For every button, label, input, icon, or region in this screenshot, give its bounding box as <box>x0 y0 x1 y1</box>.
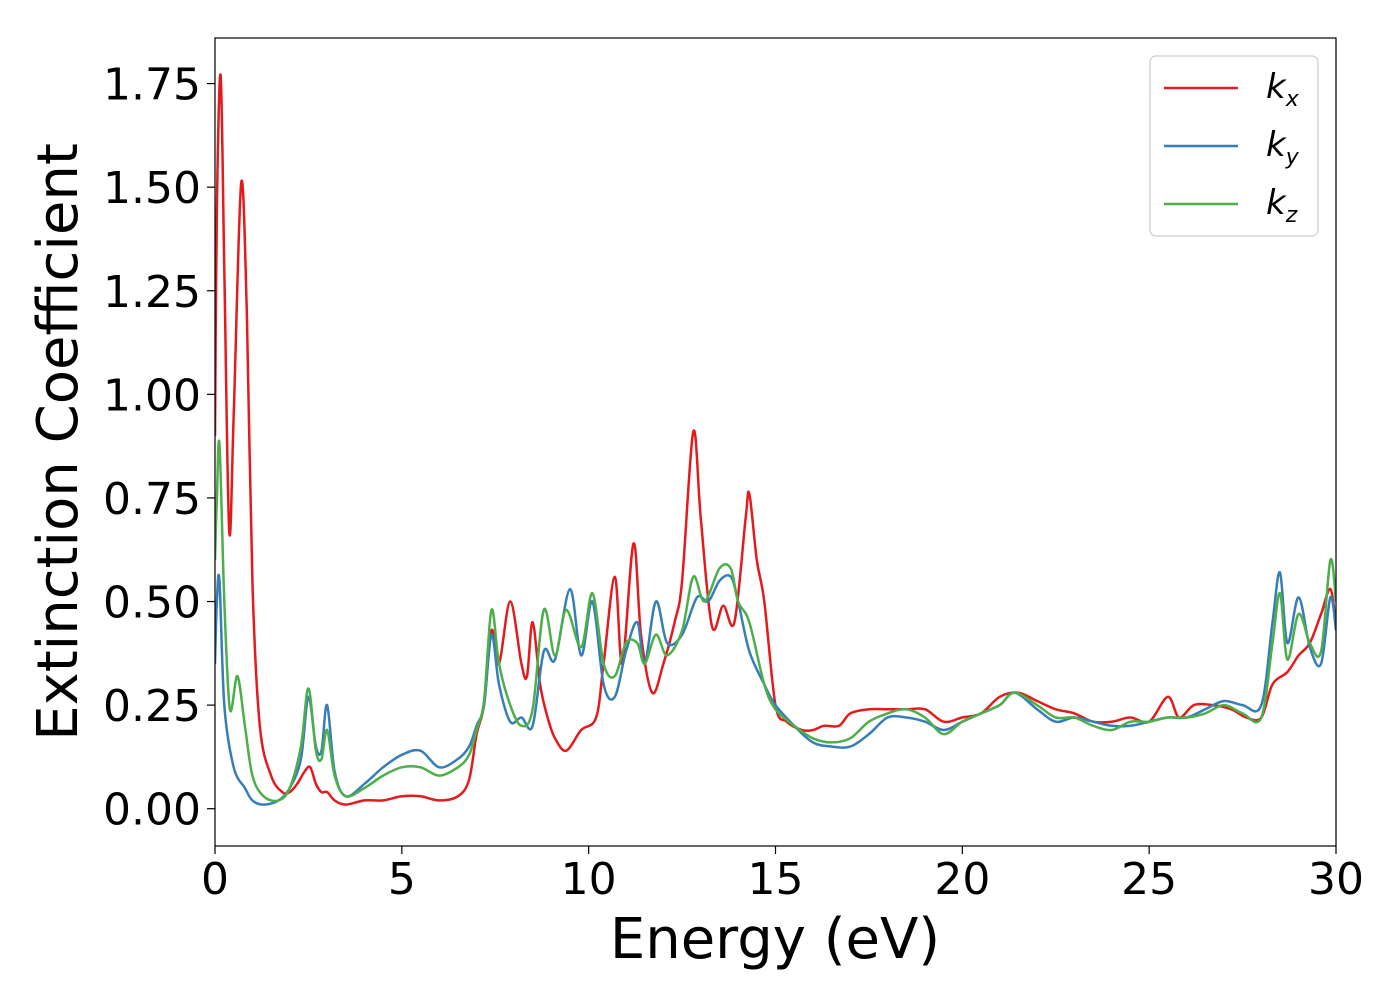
x-tick-label: 30 <box>1308 854 1364 905</box>
x-tick-label: 25 <box>1121 854 1177 905</box>
x-axis-title: Energy (eV) <box>610 907 940 972</box>
y-tick-label: 1.75 <box>103 60 201 111</box>
y-tick-label: 1.00 <box>103 370 201 421</box>
y-axis: 0.00 0.25 0.50 0.75 1.00 1.25 1.50 1.75 <box>103 60 215 836</box>
x-tick-label: 15 <box>748 854 804 905</box>
series-layer <box>215 73 1336 806</box>
x-tick-label: 10 <box>561 854 617 905</box>
y-tick-label: 1.50 <box>103 163 201 214</box>
x-tick-label: 20 <box>934 854 990 905</box>
y-tick-label: 0.25 <box>103 681 201 732</box>
x-tick-label: 0 <box>201 854 229 905</box>
x-tick-label: 5 <box>388 854 416 905</box>
y-tick-label: 0.75 <box>103 474 201 525</box>
x-axis: 0 5 10 15 20 25 30 <box>201 846 1364 905</box>
y-tick-label: 0.50 <box>103 578 201 629</box>
y-tick-label: 1.25 <box>103 267 201 318</box>
series-line-z <box>215 439 1336 803</box>
y-axis-title: Extinction Coefficient <box>26 143 91 741</box>
y-tick-label: 0.00 <box>103 785 201 836</box>
